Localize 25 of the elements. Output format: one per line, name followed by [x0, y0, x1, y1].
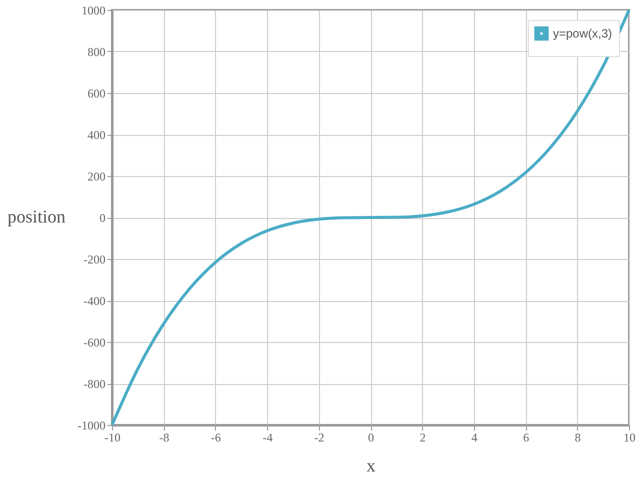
x-tick-label: -6 — [210, 430, 221, 444]
x-tick-label: -10 — [104, 430, 120, 444]
x-tick-label: 10 — [624, 430, 636, 444]
x-tick-label: 2 — [420, 430, 426, 444]
y-tick-label: 800 — [88, 45, 106, 59]
y-tick-label: 400 — [88, 128, 106, 142]
y-axis-title: position — [7, 206, 66, 226]
y-tick-label: -400 — [84, 294, 106, 308]
y-tick-label: -800 — [84, 377, 106, 391]
x-tick-label: 4 — [471, 430, 478, 444]
y-tick-label: -1000 — [78, 418, 106, 432]
x-tick-label: -8 — [159, 430, 170, 444]
legend-label: y=pow(x,3) — [553, 26, 612, 40]
y-tick-label: -200 — [84, 252, 106, 266]
y-tick-label: 0 — [100, 211, 106, 225]
y-tick-label: 1000 — [82, 4, 106, 18]
y-tick-label: -600 — [84, 336, 106, 350]
x-tick-label: 0 — [368, 430, 374, 444]
x-tick-label: -4 — [262, 430, 273, 444]
y-tick-label: 200 — [88, 170, 106, 184]
x-tick-label: -2 — [314, 430, 324, 444]
x-axis-title: x — [366, 456, 376, 476]
x-tick-label: 8 — [574, 430, 581, 444]
y-tick-label: 600 — [88, 86, 106, 100]
x-tick-label: 6 — [523, 430, 530, 444]
